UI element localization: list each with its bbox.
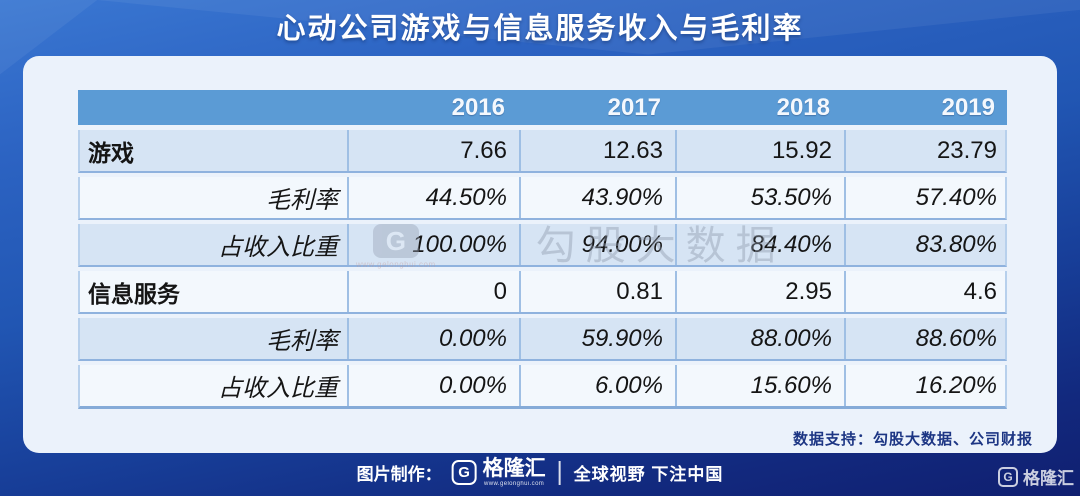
cell-value: 2.95: [675, 271, 844, 312]
table-header-row: 2016 2017 2018 2019: [78, 90, 1007, 125]
cell-value: 53.50%: [675, 177, 844, 218]
brand-block: 格隆汇 www.gelonghui.com: [483, 458, 546, 487]
table-row-占收入比重: 占收入比重 100.00% 94.00% 84.40% 83.80%: [78, 224, 1007, 267]
cell-value: 6.00%: [519, 365, 675, 406]
year-header-2019: 2019: [941, 93, 995, 121]
year-header-2017: 2017: [607, 93, 661, 121]
cell-value: 100.00%: [347, 224, 519, 265]
logo-letter: G: [1003, 469, 1013, 484]
cell-value: 84.40%: [675, 224, 844, 265]
brand-name: 格隆汇: [1023, 469, 1074, 488]
row-label: 占收入比重: [218, 375, 338, 402]
brand-name: 格隆汇: [482, 457, 546, 480]
table-body: 游戏 7.66 12.63 15.92 23.79 毛利率 44.50% 43.90% 53.5…: [78, 130, 1007, 409]
row-label: 信息服务: [88, 280, 180, 307]
cell-value: 88.00%: [675, 318, 844, 359]
year-header-2016: 2016: [451, 93, 505, 121]
made-by-label: 图片制作：: [356, 465, 442, 484]
cell-value: 88.60%: [844, 318, 1009, 359]
gelonghui-logo-icon: G: [998, 466, 1018, 487]
cell-value: 12.63: [519, 130, 675, 171]
row-label: 毛利率: [266, 328, 338, 355]
cell-value: 44.50%: [347, 177, 519, 218]
row-label: 游戏: [88, 139, 134, 166]
footer-credit: 图片制作： G 格隆汇 www.gelonghui.com 全球视野 下注中国: [357, 458, 724, 487]
cell-value: 23.79: [844, 130, 1009, 171]
year-header-2018: 2018: [776, 93, 830, 121]
cell-value: 83.80%: [844, 224, 1009, 265]
cell-value: 7.66: [347, 130, 519, 171]
data-source-note: 数据支持：勾股大数据、公司财报: [792, 431, 1033, 448]
table-card: 2016 2017 2018 2019 游戏 7.66 12.63 15.92 23.79 毛利…: [23, 56, 1057, 453]
footer-brand-mark: G 格隆汇: [998, 464, 1074, 489]
cell-value: 0: [347, 271, 519, 312]
cell-value: 15.60%: [675, 365, 844, 406]
row-label: 毛利率: [266, 187, 338, 214]
table-row-信息服务: 信息服务 0 0.81 2.95 4.6: [78, 271, 1007, 314]
data-table: 2016 2017 2018 2019 游戏 7.66 12.63 15.92 23.79 毛利…: [78, 90, 1007, 409]
cell-value: 59.90%: [519, 318, 675, 359]
footer-divider: [558, 460, 561, 485]
cell-value: 0.81: [519, 271, 675, 312]
table-row-毛利率: 毛利率 44.50% 43.90% 53.50% 57.40%: [78, 177, 1007, 220]
cell-value: 43.90%: [519, 177, 675, 218]
cell-value: 94.00%: [519, 224, 675, 265]
table-row-毛利率: 毛利率 0.00% 59.90% 88.00% 88.60%: [78, 318, 1007, 361]
brand-url: www.gelonghui.com: [484, 481, 545, 487]
cell-value: 0.00%: [347, 318, 519, 359]
page-title: 心动公司游戏与信息服务收入与毛利率: [276, 13, 804, 45]
cell-value: 4.6: [844, 271, 1009, 312]
table-row-游戏: 游戏 7.66 12.63 15.92 23.79: [78, 130, 1007, 173]
row-label: 占收入比重: [218, 234, 338, 261]
footer-slogan: 全球视野 下注中国: [573, 465, 724, 484]
cell-value: 16.20%: [844, 365, 1009, 406]
logo-letter: G: [458, 464, 470, 481]
table-row-占收入比重: 占收入比重 0.00% 6.00% 15.60% 16.20%: [78, 365, 1007, 409]
cell-value: 0.00%: [347, 365, 519, 406]
cell-value: 15.92: [675, 130, 844, 171]
gelonghui-logo-icon: G: [451, 460, 477, 485]
cell-value: 57.40%: [844, 177, 1009, 218]
